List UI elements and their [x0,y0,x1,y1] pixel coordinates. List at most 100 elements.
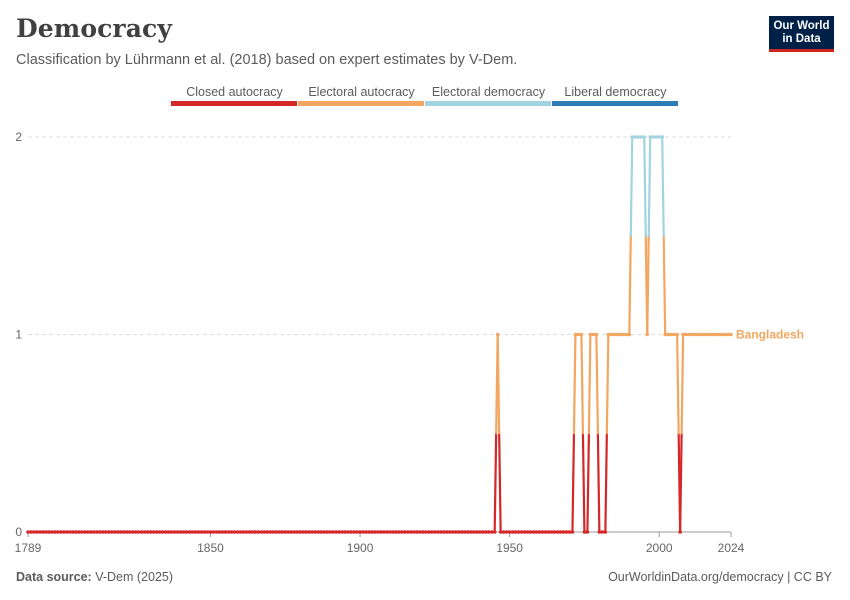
data-point [298,530,303,534]
data-point [537,530,542,534]
owid-logo[interactable]: Our World in Data [769,16,834,52]
data-point [591,332,596,337]
data-point [723,332,727,337]
series-line-segment [572,333,577,435]
data-point [187,530,192,534]
data-point [382,530,386,534]
data-point [86,530,90,534]
data-point [139,530,144,534]
data-point [310,530,314,534]
data-point [62,530,66,534]
data-point [376,530,380,534]
data-point [394,530,398,534]
data-point [633,135,638,139]
data-point [720,332,724,337]
data-point [229,530,234,534]
data-point [498,530,503,534]
data-point [127,530,132,534]
legend-item-electoral-democracy[interactable]: Electoral democracy [425,84,552,106]
series-line-segment [661,135,665,237]
data-point [313,530,317,534]
data-point [675,332,679,337]
data-point [244,530,249,534]
legend-item-closed-autocracy[interactable]: Closed autocracy [171,84,298,106]
data-point [654,135,659,139]
data-point [439,530,443,534]
series-line-segment [628,234,632,336]
data-point [286,530,291,534]
series-line-segment [586,432,591,534]
data-point [456,530,461,534]
data-point [238,530,243,534]
data-point [157,530,162,534]
legend-item-electoral-autocracy[interactable]: Electoral autocracy [298,84,425,106]
data-point [412,530,416,534]
y-tick-label: 1 [15,328,22,342]
data-point [29,530,33,534]
data-point [283,530,288,534]
data-source: Data source: V-Dem (2025) [16,570,173,584]
data-point [232,530,237,534]
data-point [597,530,602,534]
data-point [265,530,270,534]
data-point [549,530,554,534]
data-point [729,332,733,337]
data-point [477,530,482,534]
footer-link[interactable]: OurWorldinData.org/democracy | CC BY [608,570,832,584]
data-point [289,530,294,534]
data-point [418,530,422,534]
data-point [555,530,560,534]
data-point [56,530,60,534]
data-point [373,530,377,534]
series-line-segment [595,333,599,435]
data-point [630,135,635,139]
data-point [328,530,332,534]
data-point [507,530,512,534]
data-point [184,530,189,534]
data-point [564,530,569,534]
data-point [295,530,300,534]
data-point [334,530,338,534]
legend-item-liberal-democracy[interactable]: Liberal democracy [552,84,679,106]
data-point [540,530,545,534]
data-point [436,530,440,534]
data-point [513,530,518,534]
data-point [50,530,54,534]
data-point [316,530,320,534]
data-point [543,530,548,534]
y-tick-label: 0 [15,525,22,539]
data-point [77,530,81,534]
data-point [41,530,45,534]
data-point [166,530,171,534]
data-point [44,530,48,534]
data-point [603,530,608,534]
data-point [681,332,685,337]
data-point [450,530,455,534]
data-point [705,332,709,337]
data-point [271,530,276,534]
data-point [259,530,264,534]
data-point [178,530,183,534]
data-point [465,530,470,534]
data-point [516,530,521,534]
data-point [223,530,228,534]
data-point [576,332,581,337]
data-point [645,332,650,337]
data-point [519,530,524,534]
source-value[interactable]: V-Dem (2025) [95,570,174,584]
x-tick-label: 1900 [347,541,374,555]
logo-line-2: in Data [782,33,821,45]
data-point [112,530,117,534]
data-point [68,530,72,534]
data-point [118,530,123,534]
data-point [648,135,653,139]
data-point [100,530,105,534]
series-line-segment [498,432,502,534]
series-line-segment [662,234,667,336]
series-line-segment [571,432,576,534]
data-point [510,530,515,534]
data-point [525,530,530,534]
data-point [391,530,395,534]
data-point [53,530,57,534]
data-point [95,530,99,534]
